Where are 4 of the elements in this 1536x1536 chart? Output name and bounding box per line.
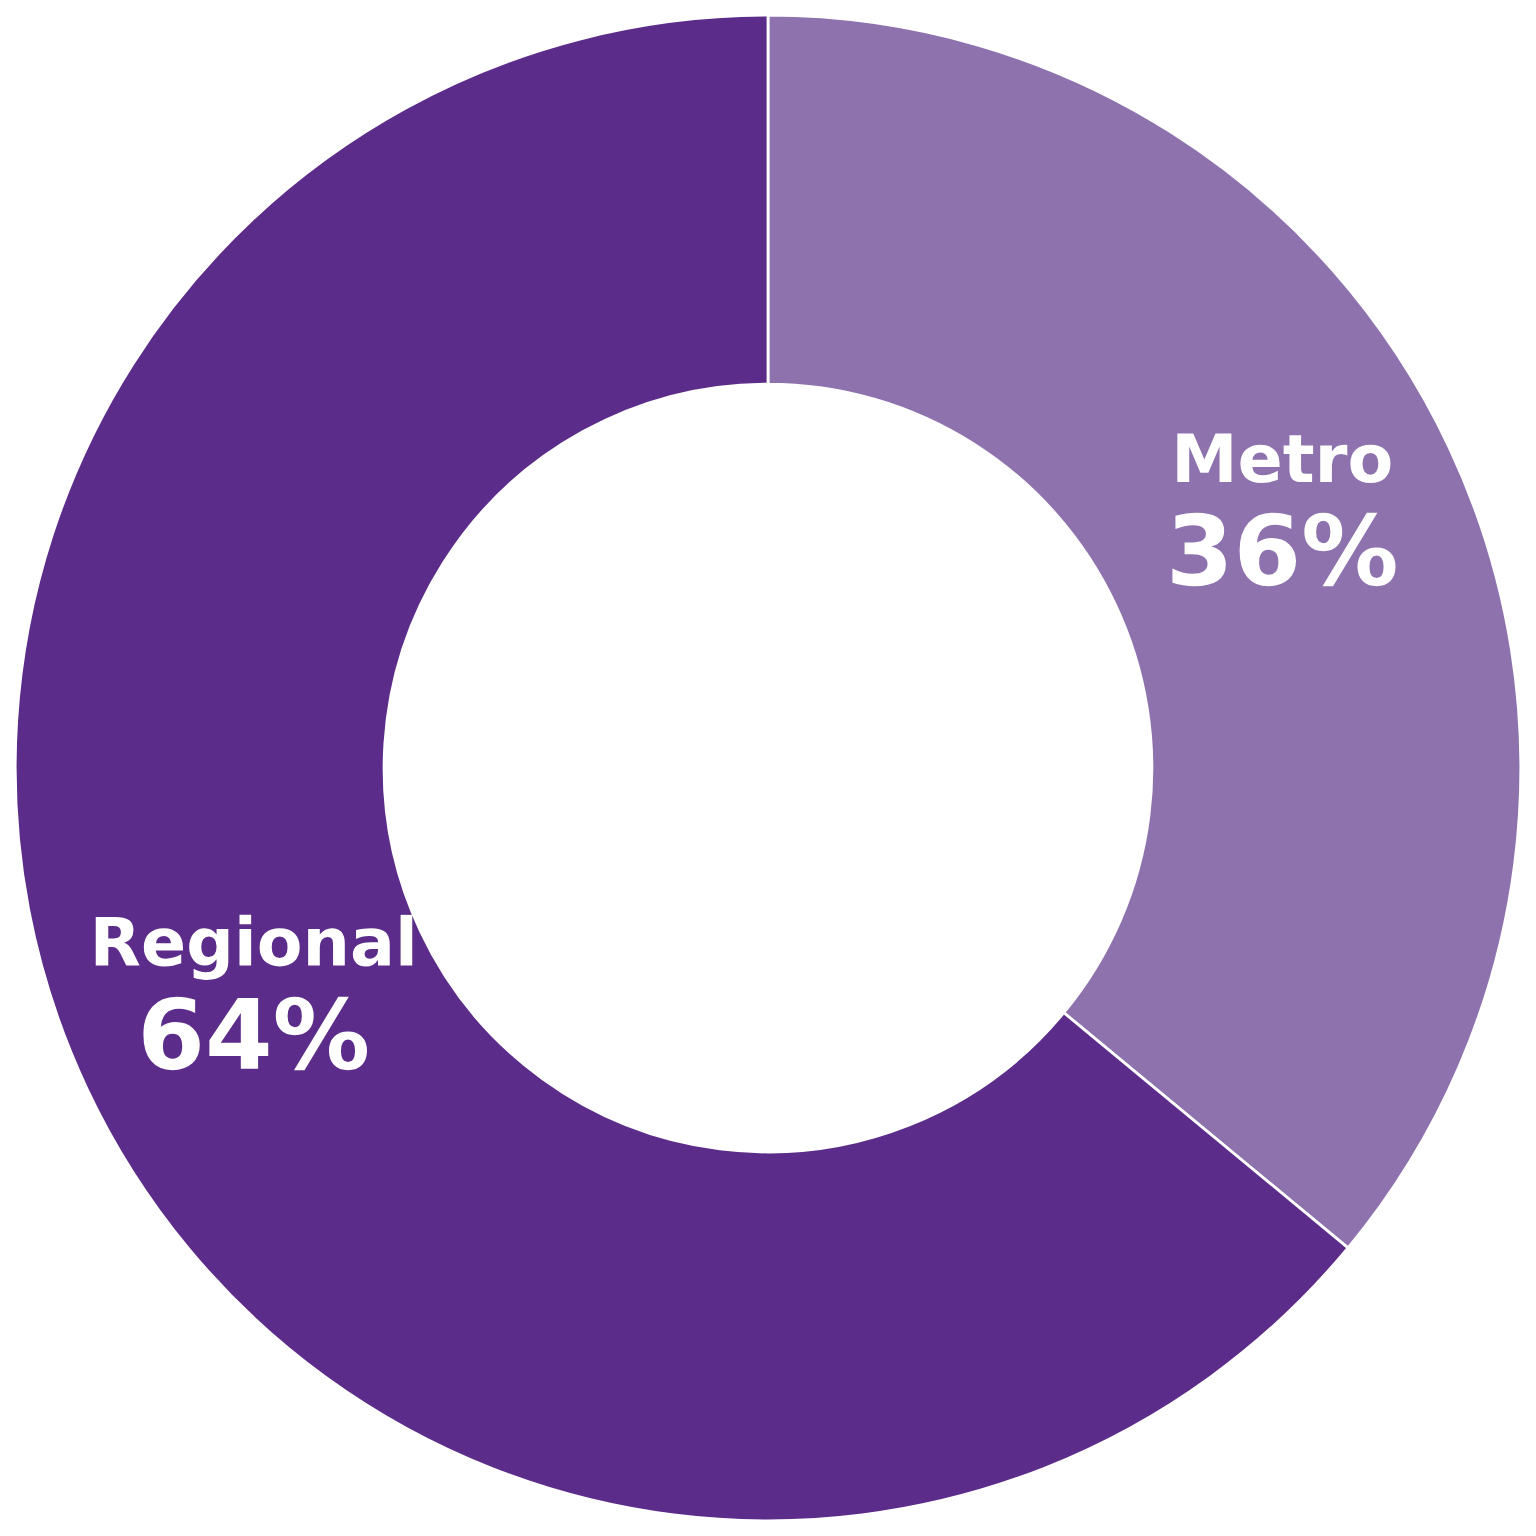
slice-label: Metro (1177, 433, 1391, 483)
slice-label: Regional (95, 914, 413, 980)
data-label: 36% (1172, 512, 1396, 587)
data-label: 64% (143, 996, 367, 1071)
